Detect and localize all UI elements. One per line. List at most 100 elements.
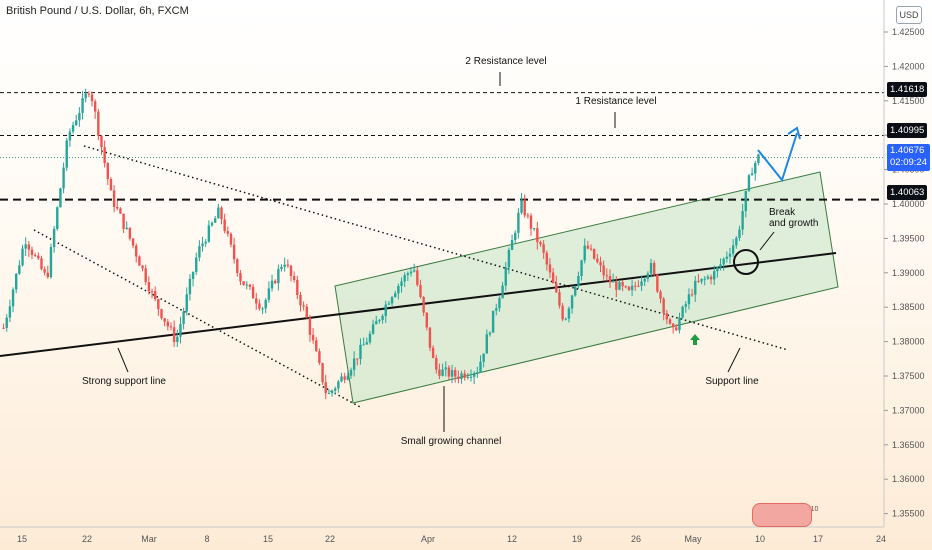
candle-body	[384, 304, 387, 316]
candle-body	[750, 173, 754, 176]
candle-body	[305, 306, 308, 318]
candle-body	[529, 215, 533, 229]
candle-body	[618, 282, 621, 290]
candle-body	[703, 278, 706, 280]
candle-body	[182, 311, 185, 325]
candle-body	[248, 284, 252, 287]
watermark-logo	[752, 503, 812, 527]
candle-body	[150, 291, 154, 293]
candle-body	[438, 369, 441, 376]
candle-body	[255, 298, 258, 304]
candle-body	[327, 393, 331, 395]
candle-body	[592, 248, 596, 259]
candle-body	[665, 313, 669, 320]
candle-body	[400, 281, 403, 286]
candle-body	[198, 246, 201, 258]
candle-body	[352, 358, 356, 370]
candle-body	[482, 353, 485, 362]
candle-body	[675, 327, 678, 331]
candle-body	[43, 269, 46, 273]
candle-body	[599, 262, 602, 266]
candle-body	[176, 336, 179, 342]
candle-body	[188, 278, 192, 295]
candle-body	[68, 131, 72, 141]
candle-body	[213, 218, 217, 223]
candle-body	[103, 147, 106, 164]
candle-body	[580, 260, 583, 277]
candle-body	[185, 294, 188, 312]
candle-body	[735, 237, 738, 246]
candle-body	[425, 312, 428, 328]
candle-body	[747, 175, 751, 191]
label-strong-support: Strong support line	[82, 376, 166, 387]
candle-body	[286, 264, 290, 266]
candle-body	[444, 367, 447, 370]
candle-body	[84, 93, 87, 99]
candle-body	[223, 219, 226, 232]
candle-body	[122, 213, 125, 229]
candle-body	[368, 333, 372, 343]
candle-body	[662, 298, 665, 314]
candle-body	[378, 319, 381, 322]
candle-body	[308, 317, 312, 335]
candle-body	[116, 206, 119, 209]
x-tick-label: 15	[17, 534, 27, 544]
candle-body	[615, 281, 618, 290]
y-tick-label: 1.38500	[892, 302, 925, 312]
candle-body	[466, 376, 470, 378]
candle-body	[457, 376, 460, 380]
candle-body	[242, 281, 245, 286]
price-tag-breakout: 1.40063	[887, 185, 928, 200]
candle-body	[15, 273, 18, 290]
candle-body	[125, 227, 128, 229]
y-tick-label: 1.42500	[892, 27, 925, 37]
candle-body	[217, 207, 220, 219]
y-tick-label: 1.35500	[892, 509, 925, 519]
x-tick-label: Mar	[141, 534, 157, 544]
candle-body	[229, 233, 233, 245]
candle-body	[659, 291, 662, 299]
candle-body	[390, 297, 394, 304]
candle-body	[93, 101, 97, 112]
channel-layer	[334, 171, 839, 404]
currency-badge[interactable]: USD	[896, 6, 922, 24]
candle-body	[637, 285, 640, 287]
candle-body	[261, 308, 264, 310]
candle-body	[226, 231, 230, 234]
candle-body	[713, 271, 716, 280]
candle-body	[321, 363, 324, 383]
candle-body	[59, 188, 62, 208]
x-tick-label: 12	[507, 534, 517, 544]
candle-body	[621, 282, 624, 287]
candle-body	[668, 319, 672, 324]
candle-body	[90, 94, 94, 102]
candle-body	[412, 270, 416, 272]
support-line-dotted	[83, 145, 789, 351]
candle-body	[555, 283, 558, 293]
chart-title: British Pound / U.S. Dollar, 6h, FXCM	[6, 5, 189, 17]
candle-body	[166, 321, 170, 327]
candle-body	[33, 254, 37, 256]
candle-body	[75, 120, 78, 126]
candle-body	[741, 211, 744, 230]
candle-body	[406, 273, 410, 276]
candle-body	[78, 112, 81, 121]
candle-body	[8, 306, 12, 318]
candle-body	[409, 271, 413, 274]
candle-body	[491, 310, 495, 333]
candle-body	[681, 306, 684, 318]
candle-body	[514, 232, 517, 240]
candle-body	[690, 294, 694, 296]
candle-body	[210, 222, 214, 226]
candle-body	[507, 249, 511, 268]
candle-body	[757, 154, 760, 163]
candle-body	[542, 244, 545, 253]
forecast-arrowhead	[787, 126, 801, 140]
candle-body	[754, 162, 757, 174]
candle-body	[596, 258, 599, 263]
candle-body	[160, 309, 163, 319]
candle-body	[40, 258, 43, 270]
candle-body	[100, 135, 103, 148]
candle-body	[163, 318, 166, 322]
candle-body	[340, 376, 343, 382]
